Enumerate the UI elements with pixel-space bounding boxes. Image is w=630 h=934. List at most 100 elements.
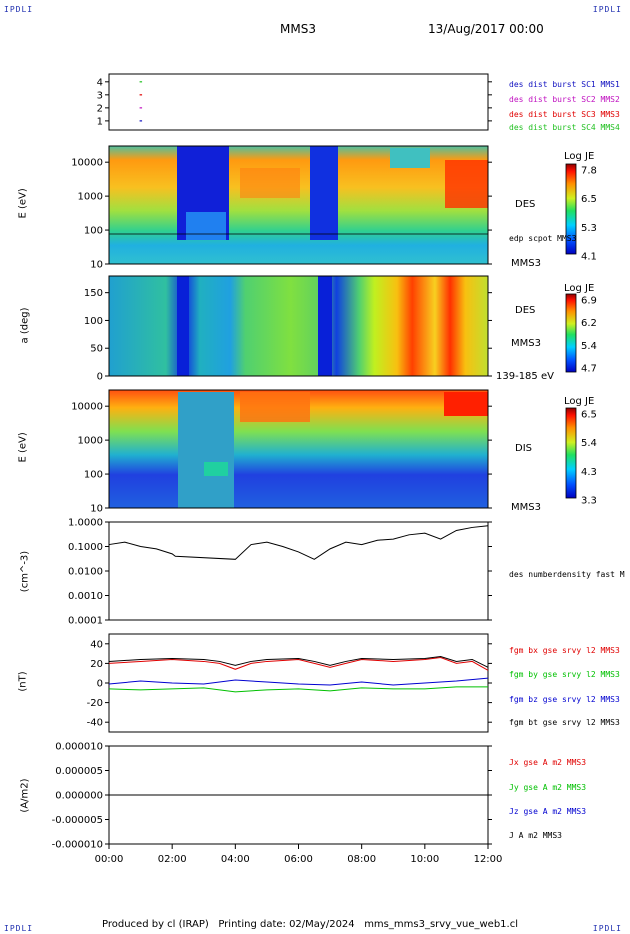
panel-bfield-yticks: 40 20 0 -20 -40 xyxy=(87,639,492,729)
colorbar-tick-label: 5.4 xyxy=(581,341,597,352)
panel-des-pitch: 150 100 50 0 xyxy=(84,275,492,383)
bfield-ytick-label: 20 xyxy=(90,659,103,670)
panel-des-energy-frame xyxy=(108,145,489,265)
colorbar-tick-label: 5.3 xyxy=(581,223,597,234)
des-energy-low-region-3 xyxy=(310,146,338,240)
burst-ytick-label: 4 xyxy=(97,77,103,88)
legend-burst-sc2: des dist burst SC2 MMS2 xyxy=(509,95,620,104)
legend-burst-sc3: des dist burst SC3 MMS3 xyxy=(509,110,620,119)
colorbar-title-2: Log JE xyxy=(564,283,595,294)
des-energy-flux-region xyxy=(240,168,300,198)
colorbar-dis-energy-bar xyxy=(565,407,577,499)
bfield-line xyxy=(108,677,489,686)
colorbar-tick-label: 4.3 xyxy=(581,467,597,478)
x-tick-label: 04:00 xyxy=(221,854,250,865)
panel-burst-frame xyxy=(108,73,489,131)
panel-des-pitch-yticks: 150 100 50 0 xyxy=(84,288,492,383)
panel-burst-yticks: 4 3 2 1 xyxy=(97,77,492,127)
legend-bx: fgm bx gse srvy l2 MMS3 xyxy=(509,646,620,655)
colorbar-tick-label: 5.4 xyxy=(581,438,597,449)
spacecraft-label-des-2: MMS3 xyxy=(511,338,541,349)
x-tick-label: 00:00 xyxy=(95,854,124,865)
dis-energy-high-region-1 xyxy=(240,392,310,422)
spacecraft-label-des-1: MMS3 xyxy=(511,258,541,269)
dis-energy-ytick-label: 100 xyxy=(84,470,103,481)
panel-density-lines xyxy=(108,525,489,560)
panel-density: 1.0000 0.1000 0.0100 0.0010 0.0001 xyxy=(68,518,492,627)
des-energy-mid-region xyxy=(390,148,430,168)
spacecraft-label-dis: MMS3 xyxy=(511,502,541,513)
panel-bfield: 40 20 0 -20 -40 xyxy=(87,633,492,733)
colorbar-des-energy-bar xyxy=(565,163,577,255)
x-tick-label: 12:00 xyxy=(474,854,503,865)
bfield-line xyxy=(108,656,489,668)
colorbar-tick-label: 6.5 xyxy=(581,194,597,205)
legend-jz: Jz gse A m2 MMS3 xyxy=(509,807,587,816)
burst-ytick-label: 2 xyxy=(97,103,103,114)
panel-density-frame xyxy=(108,521,489,621)
legend-burst-sc4: des dist burst SC4 MMS4 xyxy=(509,123,620,132)
colorbar-tick-label: 6.5 xyxy=(581,410,597,421)
corner-mark-top-left: IPDLI xyxy=(4,5,34,14)
density-ytick-label: 0.0100 xyxy=(68,567,103,578)
pitch-ytick-label: 150 xyxy=(84,288,103,299)
dis-energy-ytick-label: 10 xyxy=(90,504,103,515)
dis-energy-high-region-2 xyxy=(444,392,488,416)
instrument-label-des-1: DES xyxy=(515,199,536,210)
current-ytick-label: 0.000005 xyxy=(55,766,103,777)
current-ytick-label: -0.000005 xyxy=(52,815,103,826)
spacecraft-title: MMS3 xyxy=(280,22,316,36)
density-ytick-label: 0.0001 xyxy=(68,616,103,627)
panel-current: 0.000010 0.000005 0.000000 -0.000005 -0.0000… xyxy=(52,742,492,851)
datetime-title: 13/Aug/2017 00:00 xyxy=(428,22,544,36)
legend-by: fgm by gse srvy l2 MMS3 xyxy=(509,670,620,679)
dis-energy-flat-region xyxy=(178,392,234,508)
panel-dis-energy: 10000 1000 100 10 xyxy=(71,389,492,515)
des-energy-spectrogram xyxy=(109,146,488,264)
legend-burst-sc1: des dist burst SC1 MMS1 xyxy=(509,80,620,89)
panel-des-energy-yticks: 10000 1000 100 10 xyxy=(71,158,492,271)
legend-bz: fgm bz gse srvy l2 MMS3 xyxy=(509,695,620,704)
instrument-label-dis: DIS xyxy=(515,443,532,454)
density-ytick-label: 0.0010 xyxy=(68,591,103,602)
dis-energy-ytick-label: 1000 xyxy=(78,436,103,447)
x-tick-label: 08:00 xyxy=(347,854,376,865)
bfield-ytick-label: -40 xyxy=(87,718,103,729)
bfield-line xyxy=(108,657,489,671)
colorbar-tick-label: 7.8 xyxy=(581,166,597,177)
colorbar-tick-label: 4.7 xyxy=(581,364,597,375)
burst-ytick-label: 3 xyxy=(97,90,103,101)
burst-ytick-label: 1 xyxy=(97,116,103,127)
legend-j: J A m2 MMS3 xyxy=(509,831,562,840)
des-pitch-low-band-1 xyxy=(177,276,189,376)
des-pitch-low-band-2 xyxy=(318,276,332,376)
bfield-ytick-label: -20 xyxy=(87,698,103,709)
x-tick-label: 02:00 xyxy=(158,854,187,865)
colorbar-tick-label: 6.2 xyxy=(581,318,597,329)
legend-bt: fgm bt gse srvy l2 MMS3 xyxy=(509,718,620,727)
colorbar-tick-label: 4.1 xyxy=(581,252,597,263)
des-energy-ytick-label: 1000 xyxy=(78,192,103,203)
colorbar-des-pitch-ticks: 6.9 6.2 5.4 4.7 xyxy=(581,296,597,375)
energy-range-label: 139-185 eV xyxy=(496,371,554,382)
dis-energy-flat-region-2 xyxy=(204,462,228,476)
density-ytick-label: 1.0000 xyxy=(68,518,103,529)
panel-bfield-lines xyxy=(108,656,489,693)
bfield-ytick-label: 40 xyxy=(90,639,103,650)
bfield-line xyxy=(108,686,488,693)
legend-density: des numberdensity fast M xyxy=(509,570,625,579)
x-tick-label: 06:00 xyxy=(284,854,313,865)
corner-mark-top-right: IPDLI xyxy=(592,5,622,14)
colorbar-tick-label: 3.3 xyxy=(581,496,597,507)
colorbar-des-energy-ticks: 7.8 6.5 5.3 4.1 xyxy=(581,166,597,263)
panel-density-yticks: 1.0000 0.1000 0.0100 0.0010 0.0001 xyxy=(68,518,492,627)
colorbar-des-energy: 7.8 6.5 5.3 4.1 xyxy=(565,163,597,263)
panel-burst-points xyxy=(139,81,143,122)
dis-energy-ytick-label: 10000 xyxy=(71,402,103,413)
current-ytick-label: -0.000010 xyxy=(52,840,103,851)
pitch-ytick-label: 100 xyxy=(84,316,103,327)
colorbar-tick-label: 6.9 xyxy=(581,296,597,307)
pitch-ytick-label: 0 xyxy=(97,372,103,383)
panel-dis-energy-yticks: 10000 1000 100 10 xyxy=(71,402,492,515)
